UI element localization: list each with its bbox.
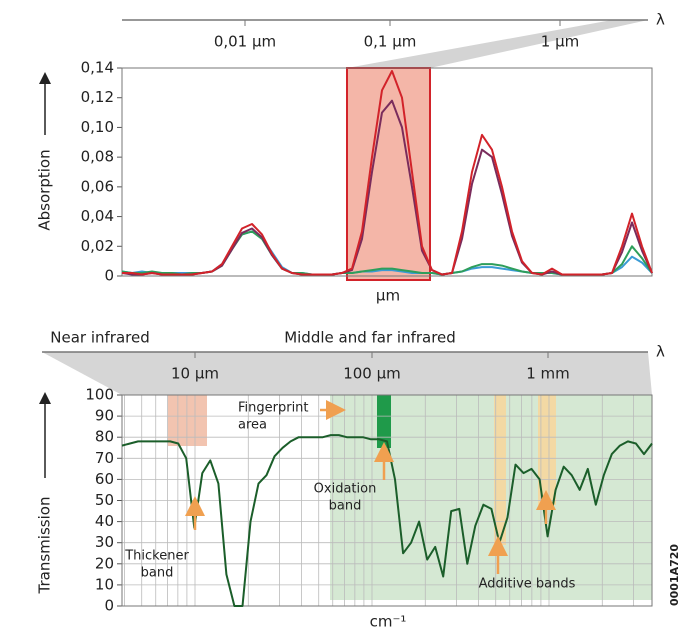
y-axis-label: Absorption [36,149,54,230]
figure-id: 0001A720 [668,544,681,606]
y-tick-label: 40 [95,512,114,530]
wavelength-label: 1 µm [541,33,579,51]
annotation: Thickener [124,549,189,564]
wavelength-label: 10 µm [171,365,219,383]
annotation: Fingerprint [238,401,309,416]
wavelength-symbol: λ [656,343,665,361]
plot-frame [121,67,653,277]
region-label: Near infrared [50,329,149,347]
y-tick-label: 0,02 [81,237,114,255]
x-axis-label: µm [376,287,400,305]
annotation: area [238,418,267,433]
annotation: Oxidation [314,482,377,497]
highlight [538,395,556,505]
y-tick-label: 0,10 [81,118,114,136]
y-tick-label: 10 [95,575,114,593]
wavelength-symbol: λ [656,11,665,29]
wavelength-label: 100 µm [343,365,401,383]
y-tick-label: 100 [85,386,114,404]
highlight [377,395,391,448]
annotation: Additive bands [479,577,576,592]
y-tick-label: 90 [95,407,114,425]
plot-frame [121,394,653,607]
y-tick-label: 50 [95,491,114,509]
y-tick-label: 0,04 [81,207,114,225]
y-tick-label: 80 [95,428,114,446]
y-tick-label: 0,12 [81,88,114,106]
y-tick-label: 0,06 [81,177,114,195]
wavelength-label: 1 mm [526,365,570,383]
series-line [121,434,653,607]
y-tick-label: 70 [95,449,114,467]
series-line [122,70,653,276]
y-tick-label: 0 [104,267,114,285]
annotation: band [141,566,174,581]
y-tick-label: 0,14 [81,59,114,77]
y-tick-label: 0 [104,597,114,615]
wavelength-label: 0,01 µm [214,33,276,51]
region-label: Middle and far infrared [284,329,456,347]
zoom-wedge [347,20,648,68]
highlight [494,395,506,545]
y-tick-label: 0,08 [81,148,114,166]
x-axis-label: cm⁻¹ [370,613,407,631]
y-axis-label: Transmission [36,497,54,595]
wavelength-label: 0,1 µm [364,33,417,51]
zoom-wedge [42,352,652,395]
y-tick-label: 20 [95,554,114,572]
highlight [168,395,207,446]
y-tick-label: 30 [95,533,114,551]
annotation: band [329,499,362,514]
y-tick-label: 60 [95,470,114,488]
